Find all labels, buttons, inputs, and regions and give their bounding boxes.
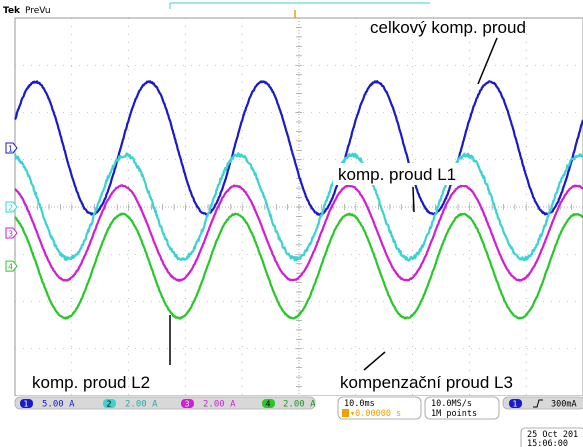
ch3-number: 3: [185, 400, 190, 409]
ch1-scale[interactable]: 1 5.00 A: [20, 399, 75, 410]
annotation-total-pointer: [477, 37, 498, 85]
ch3-marker-label: 3: [8, 229, 13, 238]
delay-value: ▾0.00000 s: [350, 409, 401, 419]
ch2-marker-label: 2: [8, 204, 13, 213]
trace-ch1: [14, 80, 583, 216]
time-value: 15:06:00: [527, 439, 568, 447]
trace-ch4: [14, 212, 583, 320]
ch4-number: 4: [266, 400, 271, 409]
ch2-scale-value: 2.00 A: [125, 400, 158, 410]
channel-scale-panel: [14, 396, 316, 410]
acquisition-readout[interactable]: 10.0MS/s 1M points: [424, 396, 500, 420]
trigger-channel-number: 1: [513, 400, 518, 409]
annotation-total-current: celkový komp. proud: [370, 18, 526, 37]
ch3-scale[interactable]: 3 2.00 A: [181, 399, 236, 410]
annotation-l1-current: komp. proud L1: [338, 165, 456, 184]
ch1-scale-value: 5.00 A: [42, 400, 75, 410]
channel-markers: 1 2 3 4: [5, 142, 18, 272]
trigger-readout[interactable]: 1 300mA: [502, 396, 583, 410]
waveform-traces: [13, 80, 583, 320]
mode-label: PreVu: [25, 6, 51, 16]
trace-ch2: [13, 152, 583, 262]
ch4-scale[interactable]: 4 2.00 A: [262, 399, 316, 410]
ch2-scale[interactable]: 2 2.00 A: [103, 399, 158, 410]
timebase-value: 10.0ms: [344, 399, 375, 409]
datetime-readout: 25 Oct 201 15:06:00: [520, 427, 583, 447]
brand-label: Tek: [3, 6, 21, 16]
record-length-value: 1M points: [431, 409, 477, 419]
ch1-level-marker[interactable]: 1: [5, 142, 18, 154]
annotation-l3-pointer: [363, 351, 386, 371]
annotation-l2-current: komp. proud L2: [32, 373, 150, 392]
annotation-l3-current: kompenzační proud L3: [340, 373, 513, 392]
ch2-level-marker[interactable]: 2: [5, 201, 18, 213]
ch1-marker-label: 1: [8, 144, 13, 153]
ch2-number: 2: [107, 400, 112, 409]
graticule-grid: [14, 17, 583, 397]
trace-ch3: [14, 184, 583, 282]
sample-rate-value: 10.0MS/s: [431, 399, 472, 409]
trigger-level-value: 300mA: [551, 400, 577, 410]
ch4-scale-value: 2.00 A: [283, 400, 316, 410]
annotation-l1-pointer: [412, 186, 415, 213]
date-value: 25 Oct 201: [527, 430, 578, 440]
timebase-readout[interactable]: 10.0ms ▾0.00000 s: [337, 396, 422, 420]
ch1-number: 1: [24, 400, 29, 409]
header-bar: [0, 0, 583, 18]
ch3-scale-value: 2.00 A: [203, 400, 236, 410]
delay-icon: [342, 409, 349, 417]
ch3-level-marker[interactable]: 3: [5, 227, 18, 239]
rising-edge-icon: [533, 399, 543, 408]
ch4-marker-label: 4: [8, 263, 13, 272]
ch4-level-marker[interactable]: 4: [5, 260, 18, 272]
